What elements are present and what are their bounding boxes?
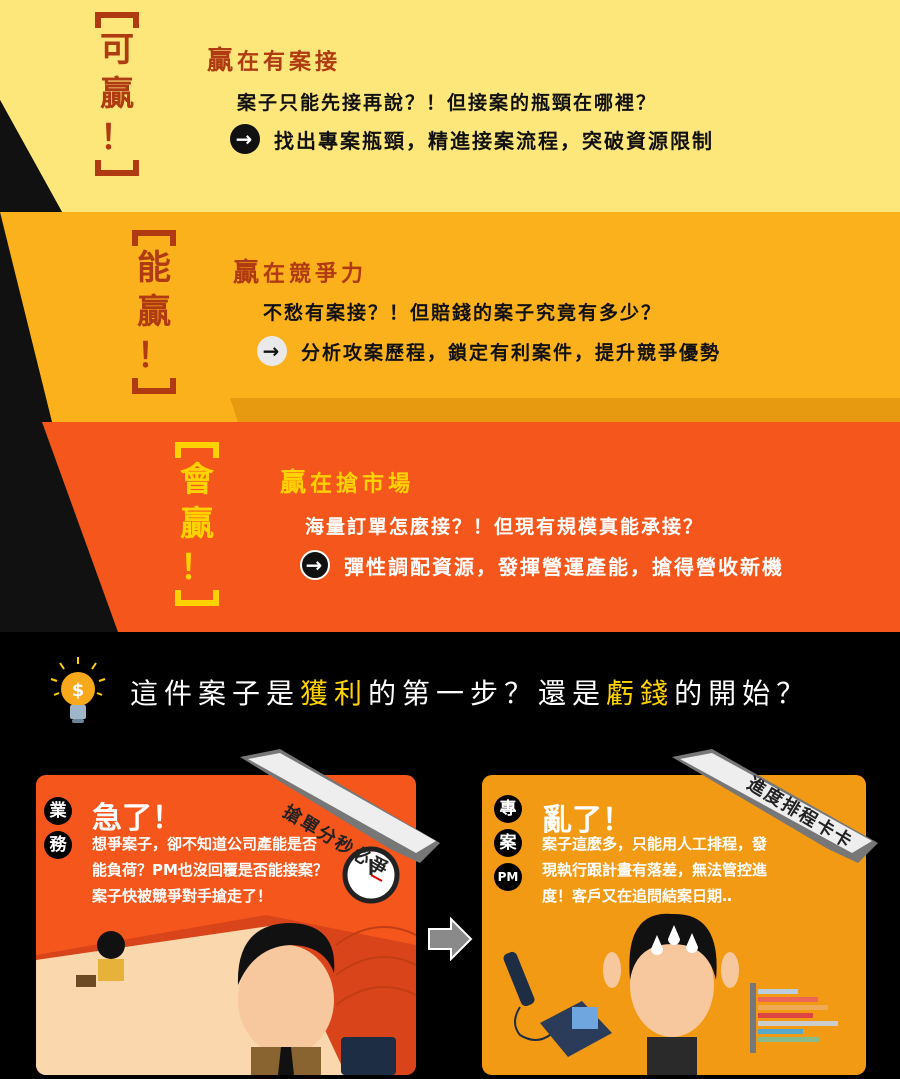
role-badge-pm-1: 專 bbox=[494, 795, 522, 823]
ribbon-sales bbox=[240, 749, 440, 863]
section-2-answer: → 分析攻案歷程，鎖定有利案件，提升競爭優勢 bbox=[257, 336, 721, 366]
section-1-heading: 贏在有案接 bbox=[207, 46, 342, 76]
section-1-vertical-label: 可 贏 ！ bbox=[95, 12, 139, 176]
section-3-background bbox=[0, 422, 900, 632]
section-2-heading: 贏在競爭力 bbox=[233, 258, 368, 288]
role-badge-pm-2: 案 bbox=[494, 829, 522, 857]
section-3-answer: → 彈性調配資源，發揮營運產能，搶得營收新機 bbox=[300, 550, 784, 580]
section-2-question: 不愁有案接？！但賠錢的案子究竟有多少？ bbox=[263, 302, 663, 324]
role-badge-sales-1: 業 bbox=[44, 797, 72, 825]
card-pm-title: 亂了！ bbox=[542, 803, 632, 838]
card-sales-body: 想爭案子，卻不知道公司產能是否 能負荷？PM也沒回覆是否能接案？ 案子快被競爭對… bbox=[92, 835, 328, 905]
card-sales-illustration bbox=[36, 846, 416, 1075]
section-2-background bbox=[0, 212, 900, 422]
arrow-right-icon: → bbox=[230, 124, 260, 154]
section-1-background bbox=[0, 0, 900, 212]
lightbulb-icon: $ bbox=[48, 655, 108, 727]
ribbon-pm bbox=[672, 749, 878, 863]
section-3-heading: 贏在搶市場 bbox=[280, 468, 415, 498]
role-badge-pm-3: PM bbox=[494, 863, 522, 891]
section-2: 能 贏 ！ 贏在競爭力 不愁有案接？！但賠錢的案子究竟有多少？ → 分析攻案歷程… bbox=[0, 212, 900, 422]
arrow-right-icon: → bbox=[300, 550, 330, 580]
section-1-question: 案子只能先接再說？！但接案的瓶頸在哪裡？ bbox=[237, 92, 658, 114]
card-sales: 業 務 急了！ 想爭案子，卻不知道公司產能是否 能負荷？PM也沒回覆是否能接案？… bbox=[36, 775, 416, 1075]
arrow-right-icon bbox=[427, 916, 473, 965]
card-pm-body: 案子這麼多，只能用人工排程，發 現執行跟計畫有落差，無法管控進 度！客戶又在追問… bbox=[542, 835, 768, 905]
question-line: 這件案子是獲利的第一步？還是虧錢的開始？ bbox=[130, 677, 811, 710]
section-1-answer: → 找出專案瓶頸，精進接案流程，突破資源限制 bbox=[230, 124, 714, 154]
section-2-vertical-label: 能 贏 ！ bbox=[132, 230, 176, 394]
section-3-vertical-label: 會 贏 ！ bbox=[175, 442, 219, 606]
section-1: 可 贏 ！ 贏在有案接 案子只能先接再說？！但接案的瓶頸在哪裡？ → 找出專案瓶… bbox=[0, 0, 900, 212]
card-sales-title: 急了！ bbox=[92, 801, 182, 836]
section-3-question: 海量訂單怎麼接？！但現有規模真能承接？ bbox=[305, 516, 705, 538]
svg-text:$: $ bbox=[72, 680, 85, 701]
card-pm-illustration bbox=[503, 913, 838, 1075]
role-badge-sales-2: 務 bbox=[44, 831, 72, 859]
arrow-right-icon: → bbox=[257, 336, 287, 366]
section-3: 會 贏 ！ 贏在搶市場 海量訂單怎麼接？！但現有規模真能承接？ → 彈性調配資源… bbox=[0, 422, 900, 632]
